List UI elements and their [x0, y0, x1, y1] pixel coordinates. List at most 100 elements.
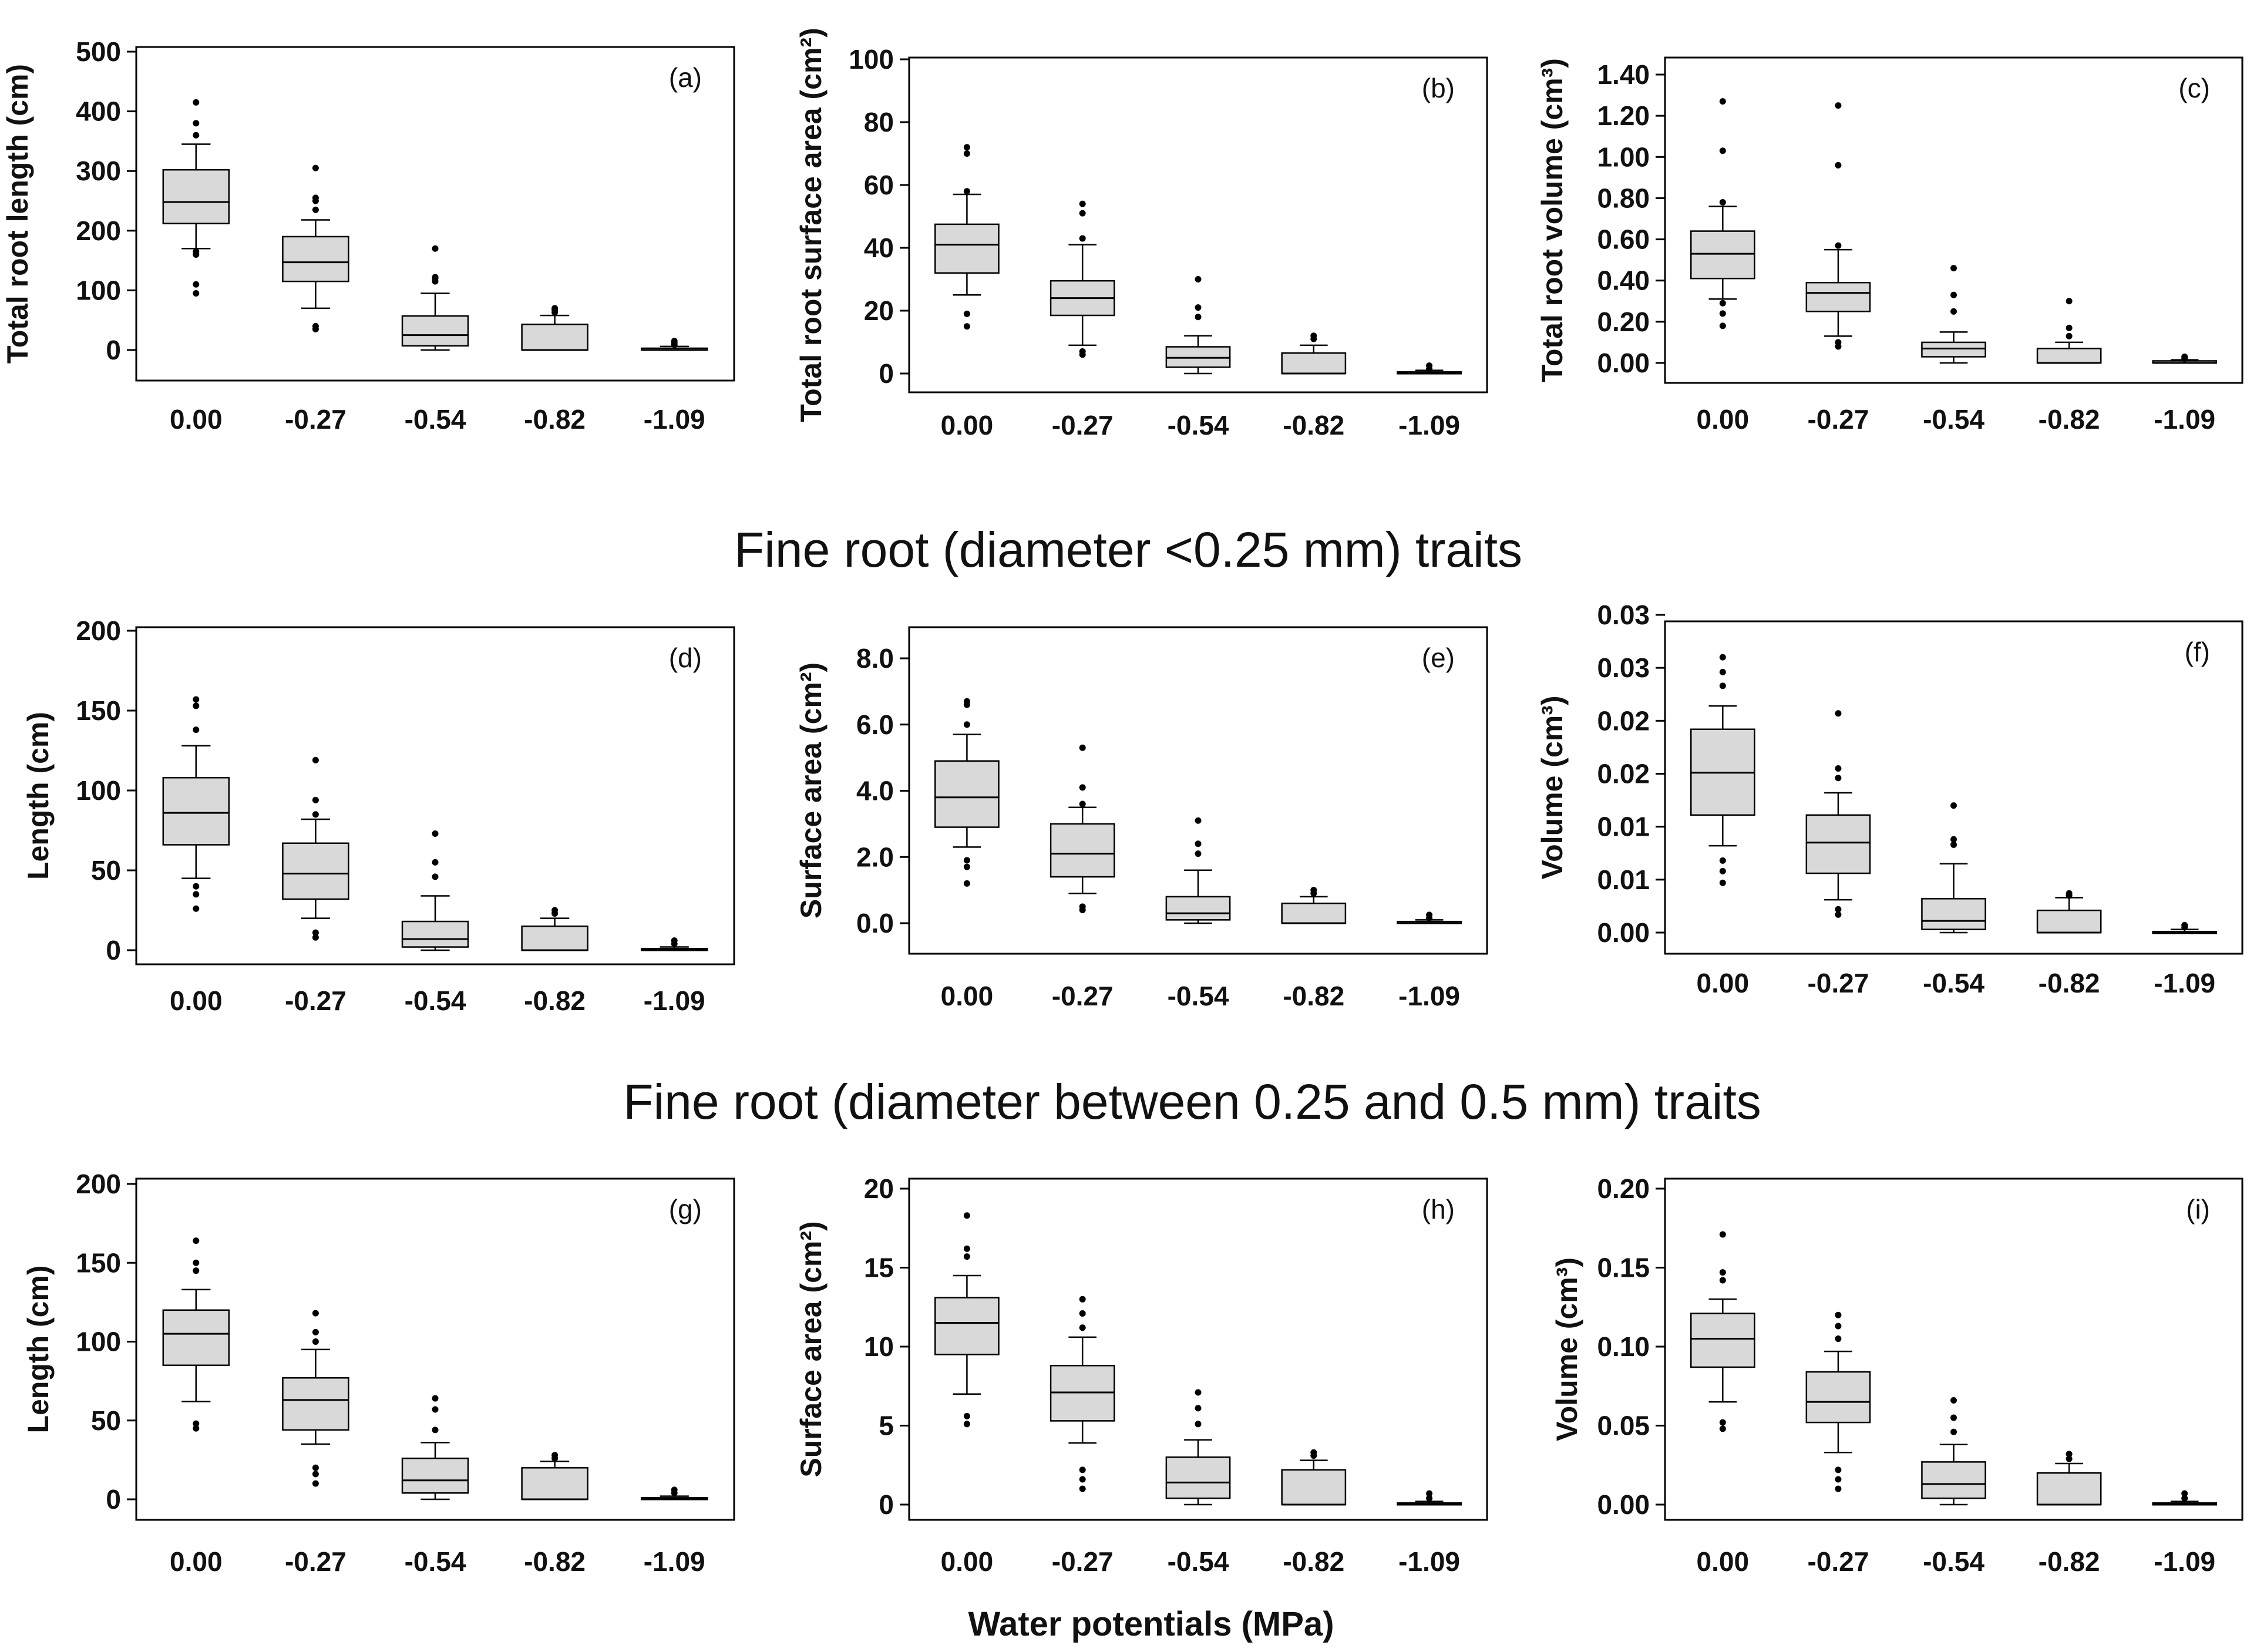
outlier-point	[551, 305, 559, 312]
box--0.82	[1281, 887, 1347, 924]
box-iqr	[401, 920, 469, 948]
box-iqr	[162, 776, 230, 846]
box--0.82	[1281, 332, 1347, 375]
box--0.82	[521, 907, 588, 951]
outlier-point	[1835, 1311, 1842, 1318]
x-tick-label: 0.00	[170, 404, 223, 435]
y-tick-label: 0.60	[1597, 224, 1650, 255]
outlier-point	[1950, 1428, 1957, 1435]
box-iqr	[1690, 230, 1755, 280]
y-tick-label: 0.01	[1597, 812, 1650, 842]
outlier-point	[1310, 1449, 1317, 1456]
outlier-point	[193, 248, 200, 255]
box-iqr	[401, 315, 469, 347]
box--0.82	[2036, 1451, 2102, 1506]
x-tick-label: 0.00	[941, 1546, 994, 1577]
outlier-point	[193, 891, 200, 898]
outlier-point	[1079, 210, 1086, 217]
box-0.00	[162, 1237, 230, 1432]
y-axis-label: Volume (cm³)	[1536, 696, 1569, 880]
box--1.09	[640, 338, 708, 351]
outlier-point	[1426, 1490, 1433, 1497]
y-tick-label: 1.20	[1597, 100, 1650, 131]
outlier-point	[963, 721, 970, 728]
x-tick-label: -0.82	[1283, 981, 1344, 1011]
y-tick-label: 100	[76, 775, 121, 806]
x-tick-label: -0.27	[1052, 1546, 1114, 1577]
box--1.09	[640, 1486, 708, 1500]
outlier-point	[1719, 682, 1726, 689]
box--0.54	[401, 245, 469, 351]
outlier-point	[312, 1464, 319, 1471]
box-iqr	[1281, 902, 1347, 924]
outlier-point	[2066, 1451, 2073, 1458]
outlier-point	[193, 1237, 200, 1244]
y-tick-label: 150	[76, 1247, 121, 1278]
outlier-point	[1719, 300, 1726, 307]
panel-label: (a)	[669, 62, 702, 93]
x-tick-label: -1.09	[644, 1546, 705, 1577]
outlier-point	[1835, 1476, 1842, 1483]
outlier-point	[312, 929, 319, 936]
outlier-point	[312, 934, 319, 941]
box-iqr	[282, 1377, 349, 1431]
outlier-point	[1195, 840, 1202, 847]
outlier-point	[1950, 1414, 1957, 1421]
x-tick-label: -1.09	[2154, 1546, 2215, 1577]
outlier-point	[1950, 841, 1957, 848]
y-tick-label: 0.02	[1597, 759, 1650, 789]
outlier-point	[432, 274, 439, 281]
outlier-point	[963, 698, 970, 705]
box-iqr	[934, 1297, 1000, 1355]
outlier-point	[551, 1452, 559, 1459]
y-axis-label: Total root volume (cm³)	[1536, 58, 1569, 382]
outlier-point	[1835, 1335, 1842, 1343]
box--1.09	[2152, 921, 2218, 934]
chart-panel-e: 0.0 2.0 4.0 6.0 8.0 Surface area (cm²) (e) 0.00…	[795, 626, 1488, 1011]
outlier-point	[193, 905, 200, 912]
box-iqr	[282, 235, 349, 282]
outlier-point	[193, 99, 200, 106]
outlier-point	[1195, 850, 1202, 857]
x-tick-label: -0.27	[285, 404, 347, 435]
outlier-point	[1835, 339, 1842, 346]
outlier-point	[671, 1486, 678, 1493]
box--1.09	[1397, 1490, 1462, 1506]
outlier-point	[432, 245, 439, 252]
outlier-point	[193, 696, 200, 703]
outlier-point	[1079, 348, 1086, 355]
x-tick-label: -0.27	[1052, 410, 1114, 440]
x-tick-label: -0.54	[405, 1546, 466, 1577]
y-tick-label: 0	[106, 335, 121, 365]
outlier-point	[963, 880, 970, 887]
box-iqr	[2036, 348, 2102, 364]
box--1.09	[1397, 911, 1462, 924]
y-tick-label: 0.03	[1597, 652, 1650, 683]
outlier-point	[1719, 857, 1726, 864]
panel-label: (e)	[1422, 642, 1455, 673]
y-axis-label: Surface area (cm²)	[795, 1221, 828, 1477]
chart-panel-g: 0 50 100 150 200 Length (cm) (g) 0.00 -0.27 -0.54…	[22, 1169, 735, 1577]
y-tick-label: 200	[76, 216, 121, 246]
outlier-point	[1719, 147, 1726, 154]
outlier-point	[1079, 1485, 1086, 1492]
plot-frame	[135, 1177, 735, 1521]
outlier-point	[432, 1426, 439, 1434]
box--0.27	[282, 756, 349, 941]
outlier-point	[1719, 1269, 1726, 1276]
x-tick-label: -0.82	[524, 985, 586, 1016]
outlier-point	[963, 188, 970, 195]
y-tick-label: 0.20	[1597, 1173, 1650, 1204]
y-tick-label: 300	[76, 156, 121, 186]
outlier-point	[312, 206, 319, 213]
outlier-point	[1079, 235, 1086, 242]
y-tick-label: 0.00	[1597, 1489, 1650, 1520]
outlier-point	[432, 830, 439, 837]
x-tick-label: 0.00	[170, 1546, 223, 1577]
panel-label: (g)	[669, 1194, 702, 1224]
box--0.82	[2036, 298, 2102, 364]
x-tick-label: -0.27	[1052, 981, 1114, 1011]
outlier-point	[432, 1395, 439, 1402]
outlier-point	[1835, 102, 1842, 109]
